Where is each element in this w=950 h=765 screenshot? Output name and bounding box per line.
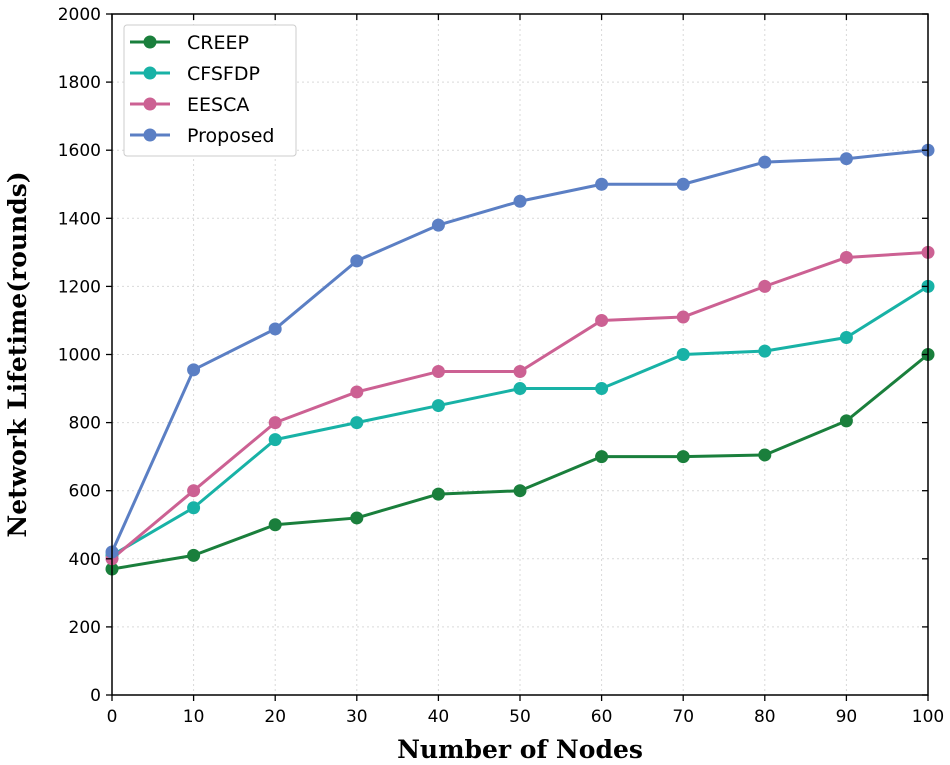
data-point-eesca <box>839 250 853 264</box>
data-point-creep <box>758 448 772 462</box>
y-tick-label: 1600 <box>58 141 101 161</box>
data-point-cfsfdp <box>268 433 282 447</box>
x-tick-label: 40 <box>428 707 450 727</box>
legend-label-cfsfdp: CFSFDP <box>187 63 260 85</box>
data-point-creep <box>595 450 609 464</box>
legend-marker-creep <box>143 35 157 49</box>
data-point-proposed <box>350 254 364 268</box>
data-point-proposed <box>268 322 282 336</box>
y-tick-label: 1800 <box>58 73 101 93</box>
data-point-creep <box>350 511 364 525</box>
data-point-eesca <box>595 313 609 327</box>
y-tick-label: 1000 <box>58 346 101 366</box>
legend-label-proposed: Proposed <box>187 125 274 147</box>
data-point-creep <box>839 414 853 428</box>
legend-marker-eesca <box>143 97 157 111</box>
x-tick-label: 70 <box>672 707 694 727</box>
x-tick-label: 30 <box>346 707 368 727</box>
axis-tick-labels: 0 10 20 30 40 50 60 70 80 90 100020040060080010001… <box>58 5 944 727</box>
legend-marker-cfsfdp <box>143 66 157 80</box>
data-point-proposed <box>758 155 772 169</box>
data-point-creep <box>513 484 527 498</box>
x-tick-label: 100 <box>912 707 944 727</box>
data-point-cfsfdp <box>350 416 364 430</box>
data-point-proposed <box>595 177 609 191</box>
data-point-proposed <box>513 194 527 208</box>
legend-box <box>123 24 297 157</box>
data-point-proposed <box>187 363 201 377</box>
data-point-eesca <box>350 385 364 399</box>
data-point-eesca <box>758 279 772 293</box>
y-tick-label: 200 <box>69 618 101 638</box>
data-point-eesca <box>268 416 282 430</box>
x-tick-label: 0 <box>107 707 118 727</box>
data-point-creep <box>676 450 690 464</box>
series-markers <box>105 143 935 576</box>
data-point-proposed <box>839 152 853 166</box>
x-tick-label: 60 <box>591 707 613 727</box>
legend: CREEP CFSFDP EESCA Proposed <box>123 24 297 157</box>
data-point-cfsfdp <box>595 382 609 396</box>
y-axis-title: Network Lifetime(rounds) <box>3 171 32 537</box>
data-point-creep <box>431 487 445 501</box>
y-tick-label: 0 <box>90 686 101 706</box>
data-point-cfsfdp <box>187 501 201 515</box>
data-point-proposed <box>431 218 445 232</box>
y-tick-label: 1200 <box>58 277 101 297</box>
x-tick-label: 50 <box>509 707 531 727</box>
data-point-cfsfdp <box>839 330 853 344</box>
data-point-eesca <box>676 310 690 324</box>
x-tick-label: 20 <box>264 707 286 727</box>
data-point-creep <box>187 548 201 562</box>
y-tick-label: 800 <box>69 414 101 434</box>
legend-label-eesca: EESCA <box>187 94 249 116</box>
data-point-cfsfdp <box>431 399 445 413</box>
y-tick-label: 1400 <box>58 209 101 229</box>
legend-label-creep: CREEP <box>187 32 249 54</box>
legend-marker-proposed <box>143 128 157 142</box>
data-point-cfsfdp <box>676 348 690 361</box>
data-point-cfsfdp <box>758 344 772 358</box>
x-axis-title: Number of Nodes <box>397 735 643 764</box>
y-tick-label: 2000 <box>58 5 101 25</box>
data-point-eesca <box>431 365 445 379</box>
x-tick-label: 90 <box>836 707 858 727</box>
data-point-cfsfdp <box>513 382 527 396</box>
y-tick-label: 600 <box>69 482 101 502</box>
axis-ticks <box>106 13 929 701</box>
x-tick-label: 10 <box>183 707 205 727</box>
data-point-proposed <box>676 177 690 191</box>
data-point-eesca <box>187 484 201 498</box>
data-point-eesca <box>513 365 527 379</box>
data-point-creep <box>268 518 282 532</box>
y-tick-label: 400 <box>69 550 101 570</box>
x-tick-label: 80 <box>754 707 776 727</box>
